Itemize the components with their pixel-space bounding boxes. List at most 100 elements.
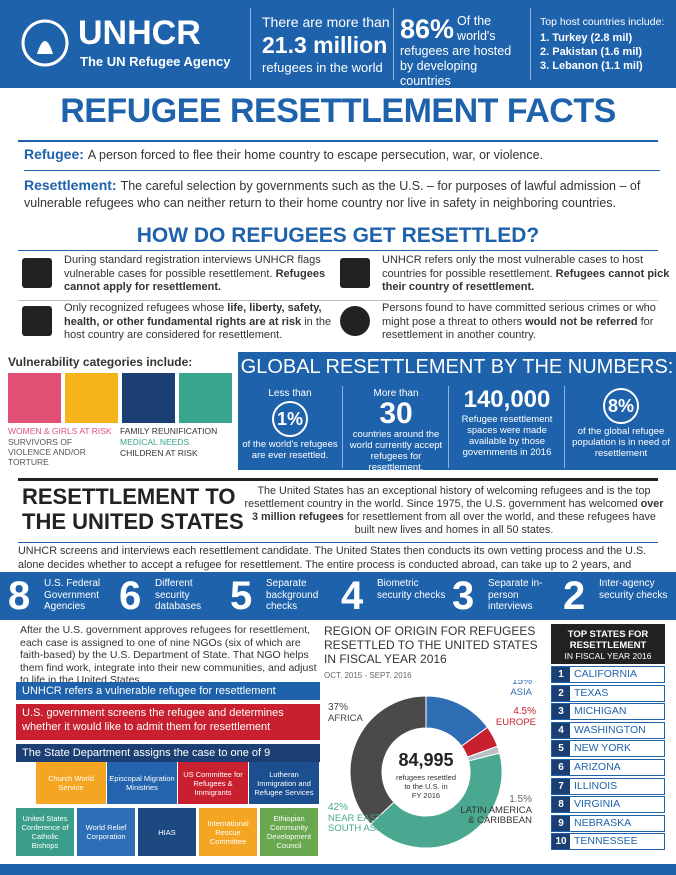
item-text: UNHCR refers only the most vulnerable ca… bbox=[382, 254, 674, 295]
pie-category: AFRICA bbox=[328, 713, 364, 724]
state-name: NEW YORK bbox=[574, 742, 631, 755]
step-label: Separate background checks bbox=[266, 578, 319, 612]
rule bbox=[18, 478, 658, 481]
state-name: NEBRASKA bbox=[574, 816, 632, 829]
stat-number: 30 bbox=[379, 397, 413, 430]
item-icon bbox=[22, 306, 52, 336]
state-rank: 7 bbox=[552, 778, 570, 794]
state-rank: 8 bbox=[552, 797, 570, 813]
state-name: MICHIGAN bbox=[574, 705, 627, 718]
step-number: 2 bbox=[563, 574, 586, 618]
pie-value-label: 4.5% bbox=[513, 706, 536, 717]
step-label: Different security databases bbox=[155, 578, 202, 612]
hosts-title: Top host countries include: bbox=[540, 16, 665, 28]
stat-text: of the world's refugees are ever resettl… bbox=[242, 439, 338, 461]
chart-subtitle: OCT. 2015 - SEPT. 2016 bbox=[324, 671, 412, 680]
title-line: RESETTLEMENT TO bbox=[22, 484, 236, 509]
definition-term: Refugee: bbox=[24, 146, 84, 162]
assignment-flow: UNHCR refers a vulnerable refugee for re… bbox=[16, 682, 320, 860]
step-label: Separate in-person interviews bbox=[488, 578, 543, 612]
definition: Refugee: A person forced to flee their ho… bbox=[24, 146, 660, 164]
state-name: TENNESSEE bbox=[574, 835, 638, 848]
logo-icon bbox=[21, 19, 69, 67]
footer-bar bbox=[0, 864, 676, 875]
item-text: Persons found to have committed serious … bbox=[382, 302, 674, 343]
page-title: REFUGEE RESETTLEMENT FACTS bbox=[60, 92, 616, 130]
agency: United States Conference of Catholic Bis… bbox=[16, 808, 74, 856]
flow-step: The State Department assigns the case to… bbox=[16, 744, 320, 773]
item-icon bbox=[340, 306, 370, 336]
pie-value-label: 15% bbox=[512, 680, 532, 687]
text-run: During standard registration interviews … bbox=[64, 254, 321, 280]
agency: International Rescue Committee bbox=[199, 808, 257, 856]
text-run: for resettlement in another country. bbox=[382, 315, 654, 342]
pie-category: EUROPE bbox=[496, 717, 536, 728]
stat-pre: More than bbox=[373, 388, 419, 399]
stat-text: of the global refugee population is in n… bbox=[572, 426, 670, 459]
agency: Episcopal Migration Ministries bbox=[107, 762, 177, 804]
category: WOMEN & GIRLS AT RISK bbox=[8, 426, 112, 436]
divider bbox=[250, 8, 251, 80]
definitions: Refugee: A person forced to flee their ho… bbox=[24, 146, 660, 218]
item-icon bbox=[340, 258, 370, 288]
step-label: Biometric security checks bbox=[377, 578, 446, 601]
us-title: RESETTLEMENT TO THE UNITED STATES bbox=[22, 484, 244, 534]
definition-text: A person forced to flee their home count… bbox=[87, 148, 544, 162]
state-row: 7 ILLINOIS bbox=[551, 777, 665, 795]
vulnerability-icons bbox=[8, 373, 233, 423]
state-name: CALIFORNIA bbox=[574, 668, 638, 680]
pie-category: ASIA bbox=[510, 687, 532, 698]
state-rank: 4 bbox=[552, 722, 570, 738]
state-name: ILLINOIS bbox=[574, 779, 618, 792]
rule bbox=[18, 140, 658, 142]
text-run: over 3 million refugees bbox=[252, 498, 664, 523]
flow-step: U.S. government screens the refugee and … bbox=[16, 704, 320, 740]
section-title: HOW DO REFUGEES GET RESETTLED? bbox=[136, 224, 540, 247]
state-rank: 1 bbox=[552, 667, 570, 682]
agency: Lutheran Immigration and Refugee Service… bbox=[249, 762, 319, 804]
stat-text: countries around the world currently acc… bbox=[349, 429, 443, 473]
chart-title: REGION OF ORIGIN FOR REFUGEES RESETTLED … bbox=[324, 624, 538, 666]
states-list: 1 CALIFORNIA 2 TEXAS 3 MICHIGAN 4 WASHINGTON 5 NE… bbox=[551, 666, 665, 852]
stat-text: Of the world's refugees are hosted by de… bbox=[400, 14, 512, 88]
state-row: 5 NEW YORK bbox=[551, 740, 665, 758]
step: 3 Separate in-person interviews bbox=[452, 576, 560, 616]
stat-text: Refugee resettlement spaces were made av… bbox=[461, 414, 553, 458]
text-run: Refugees cannot apply for resettlement. bbox=[64, 267, 326, 294]
text-run: The United States has an exceptional his… bbox=[244, 485, 651, 510]
state-rank: 2 bbox=[552, 685, 570, 701]
step: 4 Biometric security checks bbox=[341, 576, 449, 616]
pie-category: LATIN AMERICA & CARIBBEAN bbox=[460, 805, 532, 826]
definition: Resettlement: The careful selection by go… bbox=[24, 170, 660, 212]
pie-total-label: refugees resettled to the U.S. in FY 2016 bbox=[396, 773, 456, 800]
text-run: would not be referred bbox=[525, 315, 638, 328]
text-run: in the host country are considered for r… bbox=[64, 315, 332, 342]
pie-category: NEAR EAST & SOUTH ASIA bbox=[328, 813, 391, 834]
text-run: Persons found to have committed serious … bbox=[382, 302, 656, 328]
item-icon bbox=[22, 258, 52, 288]
step-number: 3 bbox=[452, 574, 475, 618]
host-item: 2. Pakistan (1.6 mil) bbox=[540, 46, 643, 58]
pie-value-label: 37% bbox=[328, 702, 348, 713]
item-text: Only recognized refugees whose life, lib… bbox=[64, 302, 332, 343]
steps-bar: 8 U.S. Federal Government Agencies 6 Differ… bbox=[0, 572, 676, 620]
global-stat: 8% of the global refugee population is in… bbox=[564, 386, 676, 468]
states-title: TOP STATES FOR RESETTLEMENT bbox=[567, 629, 649, 651]
category: FAMILY REUNIFICATION bbox=[120, 426, 218, 436]
icon bbox=[122, 373, 175, 423]
hosts-list: 1. Turkey (2.8 mil) 2. Pakistan (1.6 mil)… bbox=[540, 31, 643, 73]
stat-number: 1% bbox=[272, 401, 308, 437]
global-stats: Less than 1% of the world's refugees are e… bbox=[238, 386, 676, 473]
states-header: TOP STATES FOR RESETTLEMENT IN FISCAL YE… bbox=[551, 624, 665, 664]
stat-number: 140,000 bbox=[463, 386, 551, 413]
definition-term: Resettlement: bbox=[24, 177, 117, 193]
assignment-text: After the U.S. government approves refug… bbox=[20, 624, 317, 687]
vulnerability-list: WOMEN & GIRLS AT RISK SURVIVORS OF VIOLEN… bbox=[8, 426, 236, 470]
definition-text: The careful selection by governments suc… bbox=[24, 179, 641, 210]
icon bbox=[8, 373, 61, 423]
category: MEDICAL NEEDS bbox=[120, 437, 190, 447]
title-line: THE UNITED STATES bbox=[22, 509, 244, 534]
global-panel: GLOBAL RESETTLEMENT BY THE NUMBERS: Less… bbox=[238, 352, 676, 473]
divider bbox=[393, 8, 394, 80]
